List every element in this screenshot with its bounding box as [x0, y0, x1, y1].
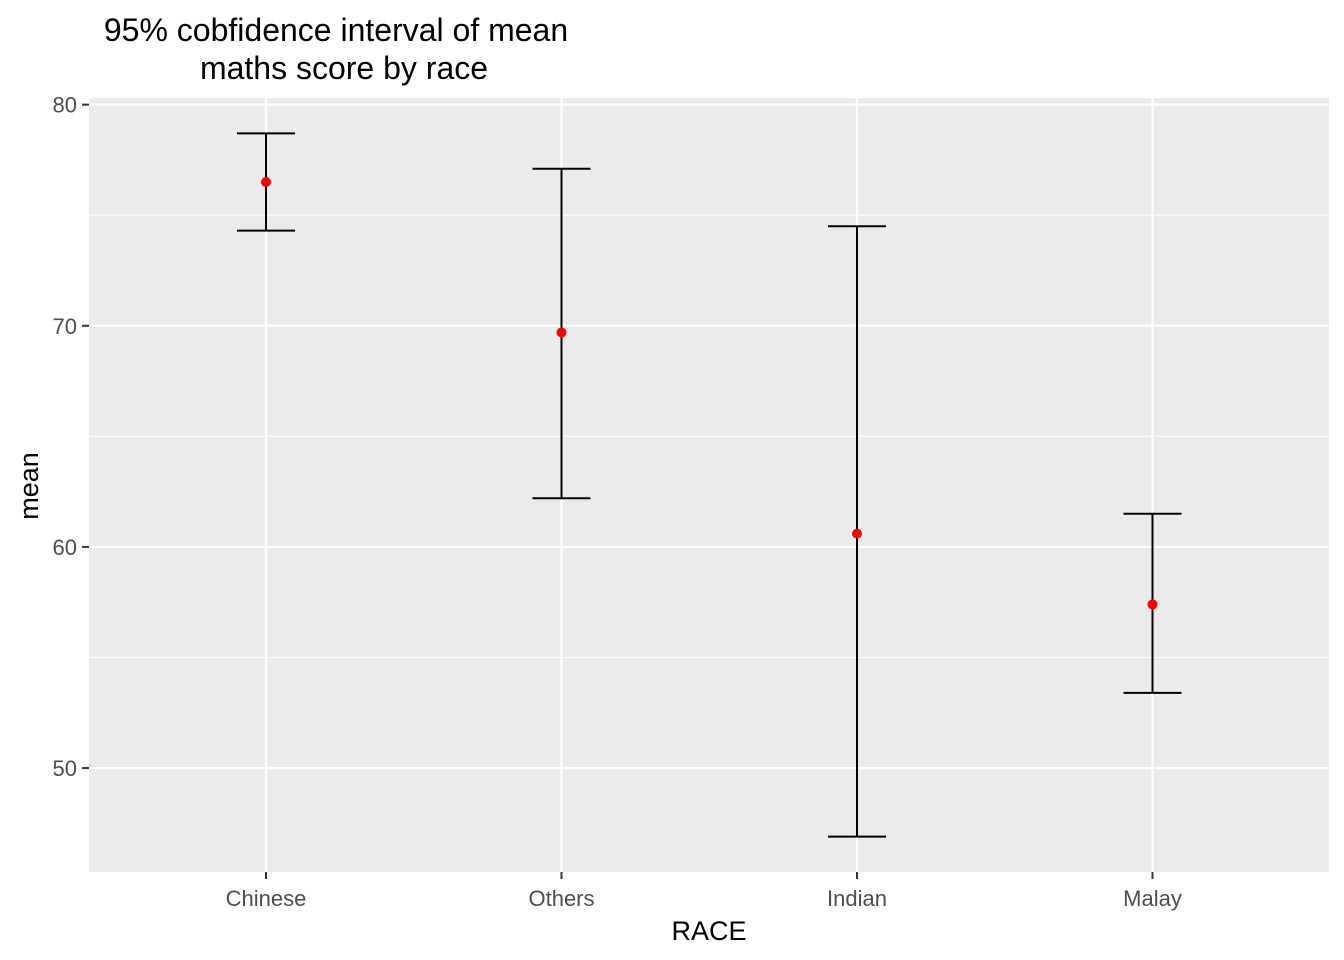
chart-title-line-2: maths score by race	[200, 50, 488, 86]
chart-title-line-1: 95% cobfidence interval of mean	[104, 12, 568, 48]
mean-point-indian	[852, 528, 862, 539]
axes: 50 60 70 80 Chinese Others Indian Malay	[53, 93, 1182, 911]
y-tick-label-80: 80	[53, 93, 77, 118]
y-tick-label-60: 60	[53, 535, 77, 560]
x-tick-label-others: Others	[528, 886, 594, 911]
mean-point-others	[556, 327, 567, 338]
mean-points	[261, 177, 1158, 610]
mean-point-chinese	[261, 177, 271, 188]
x-tick-label-chinese: Chinese	[226, 886, 307, 911]
mean-point-malay	[1147, 599, 1158, 610]
y-tick-label-70: 70	[53, 314, 77, 339]
plot-panel	[89, 98, 1329, 872]
y-tick-label-50: 50	[53, 756, 77, 781]
x-axis-title: RACE	[671, 916, 746, 946]
y-axis-title: mean	[14, 452, 44, 520]
x-tick-label-indian: Indian	[827, 886, 887, 911]
x-tick-label-malay: Malay	[1123, 886, 1182, 911]
